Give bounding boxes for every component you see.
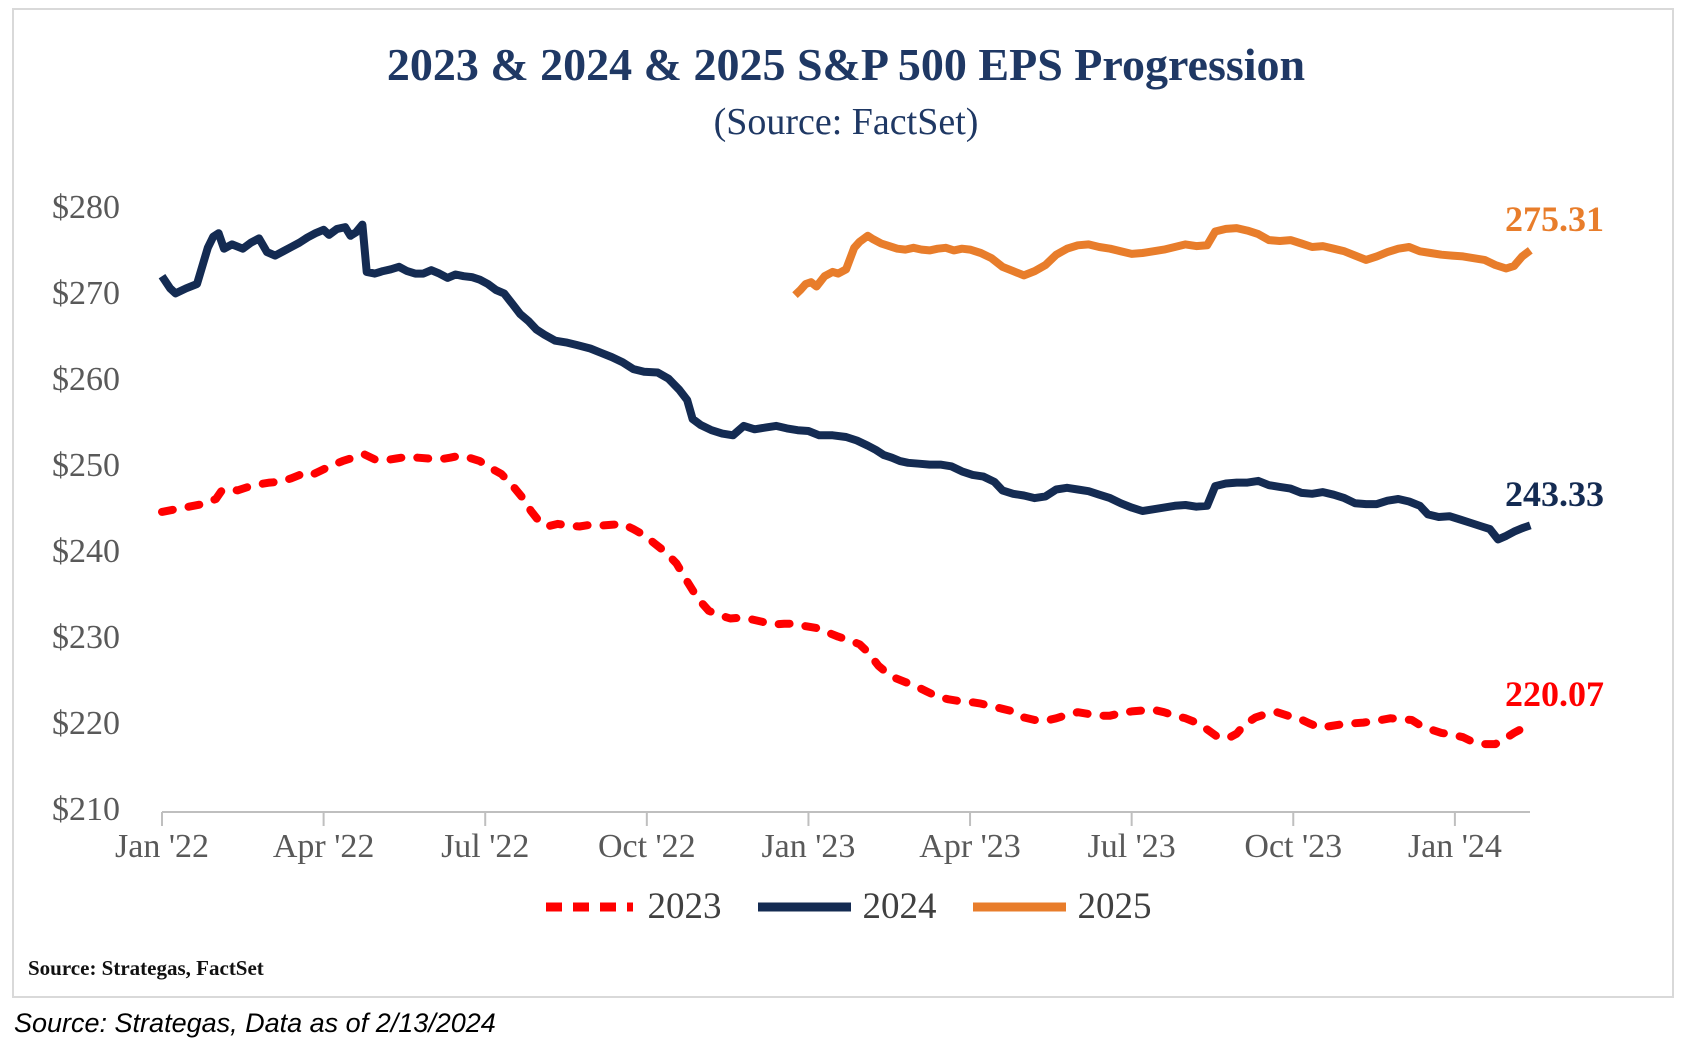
legend: 2023 2024 2025	[162, 885, 1530, 928]
source-note: Source: Strategas, FactSet	[28, 956, 264, 980]
y-axis-label: $250	[52, 447, 120, 484]
legend-label-2024: 2024	[862, 886, 937, 927]
legend-item-2025: 2025	[971, 885, 1152, 928]
legend-solid-line-icon	[757, 902, 851, 911]
x-axis-label: Jan '22	[115, 828, 209, 865]
legend-label-2025: 2025	[1077, 886, 1152, 927]
y-axis-label: $240	[52, 533, 120, 570]
line-2025	[792, 224, 1533, 299]
chart-title: 2023 & 2024 & 2025 S&P 500 EPS Progressi…	[386, 39, 1306, 90]
x-axis-label: Apr '23	[919, 828, 1021, 865]
chart-subtitle: (Source: FactSet)	[713, 101, 979, 143]
x-axis-label: Oct '22	[597, 828, 696, 865]
legend-label-2023: 2023	[647, 886, 722, 927]
legend-dashed-line-icon	[545, 902, 633, 911]
page-caption: Source: Strategas, Data as of 2/13/2024	[14, 1008, 496, 1038]
y-axis-label: $280	[52, 189, 120, 226]
legend-item-2024: 2024	[756, 885, 937, 928]
y-axis-label: $220	[52, 705, 120, 742]
y-axis-label: $270	[52, 275, 120, 312]
legend-solid-line-icon	[972, 902, 1066, 911]
y-axis-label: $210	[52, 791, 120, 828]
x-axis-label: Jul '23	[1087, 828, 1176, 865]
x-axis-label: Jul '22	[441, 828, 530, 865]
x-axis-ticks	[161, 812, 1456, 826]
x-axis-label: Jan '23	[761, 828, 856, 865]
end-value-label-2025: 275.31	[1505, 199, 1604, 240]
end-value-label-2024: 243.33	[1505, 474, 1604, 515]
x-axis-label: Apr '22	[272, 828, 375, 865]
y-axis-label: $260	[52, 361, 120, 398]
legend-item-2023: 2023	[541, 885, 722, 928]
end-value-label-2023: 220.07	[1505, 674, 1604, 715]
x-axis-label: Oct '23	[1244, 828, 1343, 865]
x-axis-label: Jan '24	[1407, 828, 1502, 865]
line-2023	[158, 450, 1535, 749]
line-2024	[158, 220, 1532, 544]
y-axis-label: $230	[52, 619, 120, 656]
